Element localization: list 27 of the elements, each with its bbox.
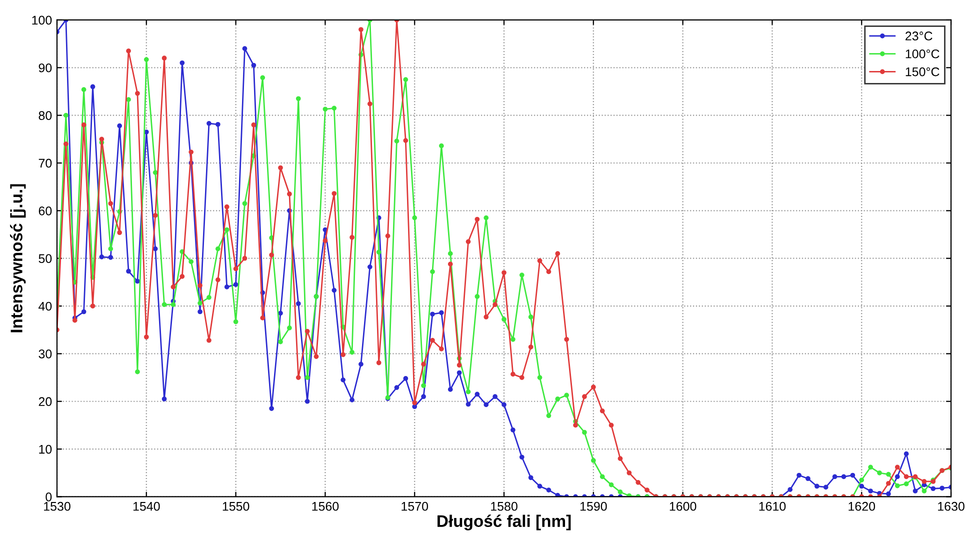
x-axis-title: Długość fali [nm] bbox=[438, 514, 571, 530]
y-tick-label: 70 bbox=[38, 158, 52, 168]
y-tick-label: 40 bbox=[38, 302, 52, 311]
x-tick-label: 1570 bbox=[402, 502, 428, 511]
x-tick-label: 1550 bbox=[222, 502, 250, 511]
x-tick-label: 1620 bbox=[848, 502, 876, 511]
x-tick-label: 1630 bbox=[938, 502, 964, 511]
x-tick-label: 1590 bbox=[580, 502, 607, 511]
x-tick-label: 1610 bbox=[759, 502, 786, 511]
y-axis-title: Intensywność [j.u.] bbox=[10, 184, 26, 332]
x-tick-label: 1580 bbox=[491, 502, 518, 511]
y-tick-label: 0 bbox=[46, 492, 52, 502]
y-tick-label: 100 bbox=[32, 16, 52, 25]
x-tick-label: 1560 bbox=[312, 502, 339, 511]
legend-label: 23°C bbox=[906, 32, 932, 40]
y-tick-label: 90 bbox=[38, 63, 52, 72]
y-tick-label: 50 bbox=[38, 254, 52, 264]
y-tick-label: 80 bbox=[38, 111, 52, 120]
y-tick-label: 30 bbox=[38, 350, 52, 358]
x-tick-label: 1530 bbox=[44, 502, 70, 511]
x-tick-label: 1540 bbox=[133, 502, 160, 511]
legend-label: 100°C bbox=[906, 49, 940, 58]
legend-label: 150°C bbox=[906, 67, 940, 76]
y-tick-label: 60 bbox=[38, 206, 52, 216]
x-tick-label: 1600 bbox=[670, 502, 696, 511]
y-tick-label: 20 bbox=[38, 397, 52, 406]
y-tick-label: 10 bbox=[39, 444, 52, 454]
